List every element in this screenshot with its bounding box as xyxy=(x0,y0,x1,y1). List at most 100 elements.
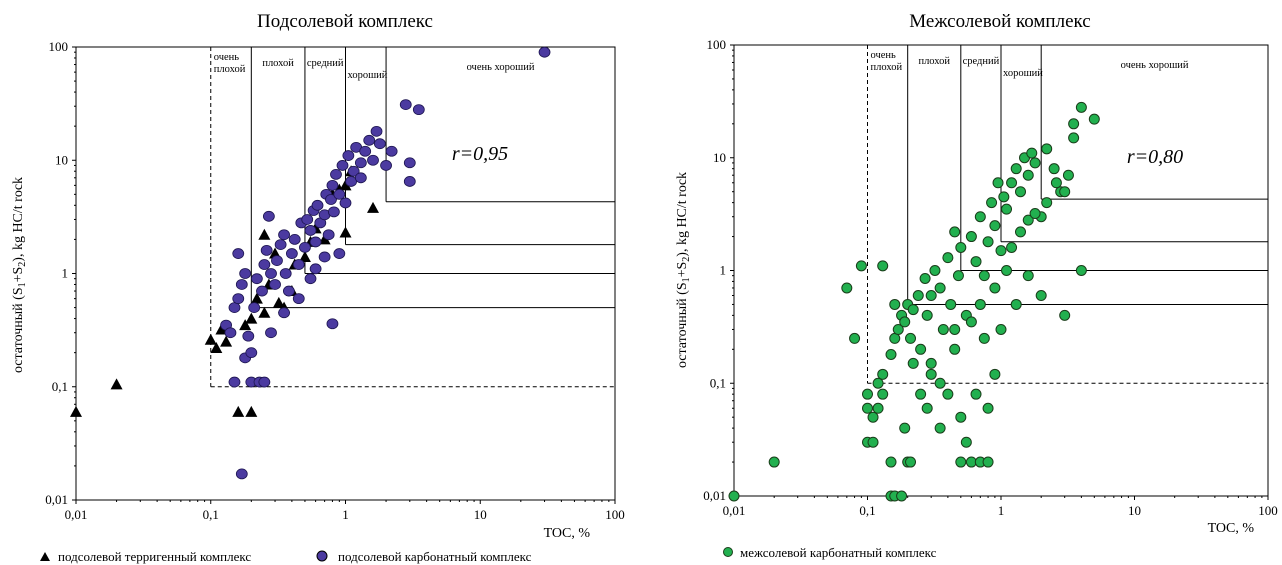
legend-marker-ellipse xyxy=(316,550,328,562)
data-point-ellipse xyxy=(399,99,412,111)
data-point-circle xyxy=(921,402,933,414)
data-point-ellipse xyxy=(354,157,367,169)
x-tick-label: 1 xyxy=(342,507,349,522)
data-point-circle xyxy=(989,368,1001,380)
data-point-ellipse xyxy=(258,259,271,270)
data-point-triangle xyxy=(367,201,380,213)
data-point-ellipse xyxy=(228,376,241,388)
data-point-triangle xyxy=(210,341,223,353)
data-point-ellipse xyxy=(232,293,245,305)
x-tick-label: 0,1 xyxy=(859,503,875,518)
data-point-ellipse xyxy=(250,273,263,285)
zone-label: средний xyxy=(307,58,344,69)
data-point-ellipse xyxy=(282,285,295,297)
data-point-circle xyxy=(912,290,924,302)
data-point-ellipse xyxy=(248,302,261,313)
data-point-circle xyxy=(949,226,961,238)
data-point-circle xyxy=(1050,177,1062,189)
y-tick-label: 10 xyxy=(713,150,726,165)
data-point-ellipse xyxy=(245,347,258,359)
y-tick-label: 100 xyxy=(49,39,69,54)
data-point-ellipse xyxy=(256,285,268,297)
data-point-circle xyxy=(889,298,901,310)
data-point-ellipse xyxy=(333,188,346,200)
data-point-circle xyxy=(885,348,897,360)
data-point-ellipse xyxy=(285,248,298,259)
data-point-ellipse xyxy=(269,279,281,290)
zone-label: хороший xyxy=(348,70,388,81)
data-point-circle xyxy=(899,316,911,328)
data-point-circle xyxy=(877,368,889,380)
data-point-ellipse xyxy=(333,248,346,259)
data-point-ellipse xyxy=(347,165,360,177)
data-point-circle xyxy=(974,211,986,223)
svg-text:остаточный (S1+S2), kg HC/t ro: остаточный (S1+S2), kg HC/t rock xyxy=(675,172,692,368)
data-point-ellipse xyxy=(311,199,324,211)
data-point-circle xyxy=(1015,226,1027,238)
data-point-circle xyxy=(1022,169,1034,181)
data-point-circle xyxy=(1088,113,1100,125)
zone-label: очень xyxy=(871,50,897,61)
zone-label: хороший xyxy=(1003,68,1043,79)
data-point-circle xyxy=(1022,270,1034,282)
data-point-circle xyxy=(989,282,1001,294)
data-point-triangle xyxy=(220,335,233,347)
data-point-ellipse xyxy=(232,248,245,259)
legend-right: межсолевой карбонатный комплекс xyxy=(723,545,937,560)
zone-label: средний xyxy=(963,56,1000,67)
data-point-circle xyxy=(1022,214,1034,226)
x-tick-label: 10 xyxy=(474,507,487,522)
data-point-ellipse xyxy=(363,134,376,146)
data-point-circle xyxy=(899,422,911,434)
data-point-circle xyxy=(855,260,867,272)
data-point-circle xyxy=(907,304,919,316)
zone-label: очень хороший xyxy=(467,62,535,73)
data-point-circle xyxy=(945,298,957,310)
data-point-circle xyxy=(934,282,946,294)
y-axis-label: остаточный (S1+S2), kg HC/t rock xyxy=(675,172,692,368)
x-tick-label: 0,01 xyxy=(723,503,746,518)
legend-label-carbonate: подсолевой карбонатный комплекс xyxy=(338,549,532,564)
data-point-circle xyxy=(1010,163,1022,175)
data-point-circle xyxy=(949,343,961,355)
data-point-ellipse xyxy=(304,225,317,236)
data-point-circle xyxy=(934,377,946,389)
y-tick-label: 0,01 xyxy=(45,492,68,507)
y-axis-label: остаточный (S1+S2), kg HC/t rock xyxy=(11,177,28,373)
data-point-circle xyxy=(986,197,998,209)
data-point-circle xyxy=(1029,208,1041,220)
data-point-ellipse xyxy=(345,176,357,187)
data-point-circle xyxy=(965,316,977,328)
x-axis-label: TOC, % xyxy=(544,526,591,541)
data-point-ellipse xyxy=(292,293,305,305)
x-tick-label: 100 xyxy=(1258,503,1278,518)
data-point-ellipse xyxy=(385,145,398,157)
chart-title: Подсолевой комплекс xyxy=(257,11,433,32)
data-point-circle xyxy=(1001,203,1013,215)
zone-label: плохой xyxy=(871,62,903,73)
zone-label: плохой xyxy=(214,64,246,75)
data-point-circle xyxy=(915,343,927,355)
data-point-triangle xyxy=(318,233,331,245)
chart-mezhsolevoy: Межсолевой комплекс r=0,80 TOC, % остато… xyxy=(675,11,1278,536)
data-point-ellipse xyxy=(235,468,248,480)
data-point-circle xyxy=(925,290,937,302)
data-point-triangle xyxy=(245,312,258,324)
data-point-ellipse xyxy=(370,125,383,137)
data-point-ellipse xyxy=(262,210,275,222)
data-point-ellipse xyxy=(359,145,372,157)
data-point-circle xyxy=(1015,186,1027,198)
data-point-triangle xyxy=(215,323,228,335)
legend-marker-triangle xyxy=(40,552,50,561)
data-point-ellipse xyxy=(228,302,241,313)
data-point-circle xyxy=(1006,241,1018,253)
data-point-ellipse xyxy=(339,197,352,209)
data-point-circle xyxy=(849,332,861,344)
data-point-ellipse xyxy=(288,234,301,245)
x-tick-label: 1 xyxy=(998,503,1005,518)
data-point-ellipse xyxy=(260,244,273,256)
y-tick-label: 10 xyxy=(55,152,68,167)
data-point-circle xyxy=(915,388,927,400)
data-point-ellipse xyxy=(265,268,277,279)
